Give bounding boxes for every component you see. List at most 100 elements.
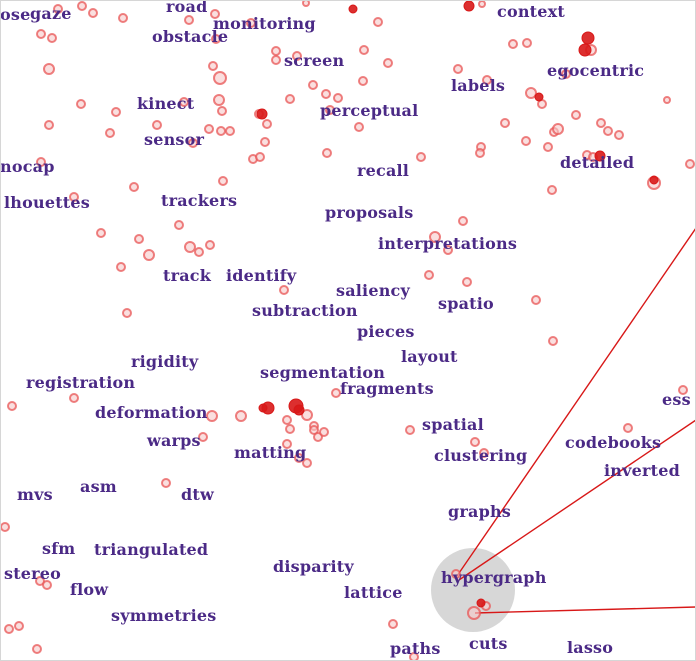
document-point[interactable] (53, 4, 63, 14)
term-label-layout[interactable]: layout (401, 347, 458, 366)
document-point[interactable] (285, 94, 295, 104)
term-label-paths[interactable]: paths (390, 639, 441, 658)
document-point[interactable] (217, 106, 227, 116)
term-label-screen[interactable]: screen (284, 51, 345, 70)
document-point[interactable] (255, 152, 265, 162)
document-point[interactable] (76, 99, 86, 109)
term-label-nocap[interactable]: nocap (0, 157, 55, 176)
highlighted-document-point[interactable] (293, 404, 305, 416)
document-point[interactable] (4, 624, 14, 634)
document-point[interactable] (179, 97, 189, 107)
document-point[interactable] (308, 80, 318, 90)
document-point[interactable] (260, 137, 270, 147)
term-label-obstacle[interactable]: obstacle (152, 27, 228, 46)
document-point[interactable] (205, 240, 215, 250)
term-label-deformation[interactable]: deformation (95, 403, 208, 422)
document-point[interactable] (470, 437, 480, 447)
document-point[interactable] (213, 71, 227, 85)
document-point[interactable] (479, 448, 489, 458)
term-label-perceptual[interactable]: perceptual (320, 101, 418, 120)
term-label-asm[interactable]: asm (80, 477, 117, 496)
document-point[interactable] (43, 63, 55, 75)
document-point[interactable] (36, 29, 46, 39)
highlighted-document-point[interactable] (578, 43, 592, 57)
term-label-subtraction[interactable]: subtraction (252, 301, 358, 320)
document-point[interactable] (174, 220, 184, 230)
document-point[interactable] (14, 621, 24, 631)
document-point[interactable] (198, 432, 208, 442)
document-point[interactable] (194, 247, 204, 257)
term-label-dtw[interactable]: dtw (181, 485, 215, 504)
document-point[interactable] (88, 8, 98, 18)
document-point[interactable] (69, 192, 79, 202)
term-label-context[interactable]: context (497, 2, 565, 21)
document-point[interactable] (161, 478, 171, 488)
document-point[interactable] (359, 45, 369, 55)
document-point[interactable] (571, 110, 581, 120)
document-point[interactable] (262, 119, 272, 129)
document-point[interactable] (122, 308, 132, 318)
document-point[interactable] (301, 409, 313, 421)
highlighted-document-point[interactable] (534, 92, 544, 102)
document-point[interactable] (282, 415, 292, 425)
term-label-monitoring[interactable]: monitoring (213, 14, 316, 33)
term-label-warps[interactable]: warps (146, 431, 201, 450)
document-point[interactable] (478, 0, 486, 8)
document-point[interactable] (443, 245, 453, 255)
document-point[interactable] (279, 285, 289, 295)
document-point[interactable] (552, 123, 564, 135)
document-point[interactable] (405, 425, 415, 435)
document-point[interactable] (129, 182, 139, 192)
document-point[interactable] (416, 152, 426, 162)
term-label-road[interactable]: road (166, 0, 207, 16)
document-point[interactable] (116, 262, 126, 272)
document-point[interactable] (548, 336, 558, 346)
term-label-lattice[interactable]: lattice (344, 583, 403, 602)
document-point[interactable] (302, 0, 310, 7)
document-point[interactable] (184, 241, 196, 253)
document-point[interactable] (211, 34, 221, 44)
term-label-symmetries[interactable]: symmetries (111, 606, 216, 625)
document-point[interactable] (96, 228, 106, 238)
document-point[interactable] (525, 87, 537, 99)
document-point[interactable] (424, 270, 434, 280)
term-label-pieces[interactable]: pieces (357, 322, 415, 341)
document-point[interactable] (42, 580, 52, 590)
document-point[interactable] (475, 148, 485, 158)
document-point[interactable] (143, 249, 155, 261)
document-point[interactable] (325, 105, 335, 115)
document-point[interactable] (358, 76, 368, 86)
document-point[interactable] (36, 157, 46, 167)
term-label-sfm[interactable]: sfm (42, 539, 75, 558)
document-point[interactable] (184, 15, 194, 25)
term-label-cuts[interactable]: cuts (469, 634, 508, 653)
term-label-egocentric[interactable]: egocentric (547, 61, 644, 80)
document-point[interactable] (596, 118, 606, 128)
highlighted-document-point[interactable] (258, 403, 268, 413)
document-point[interactable] (216, 126, 226, 136)
document-point[interactable] (561, 69, 571, 79)
document-point[interactable] (663, 96, 671, 104)
document-point[interactable] (44, 120, 54, 130)
term-label-trackers[interactable]: trackers (161, 191, 237, 210)
document-point[interactable] (429, 231, 441, 243)
term-label-inverted[interactable]: inverted (604, 461, 680, 480)
term-label-kinect[interactable]: kinect (137, 94, 195, 113)
document-point[interactable] (118, 13, 128, 23)
term-label-spatio[interactable]: spatio (438, 294, 494, 313)
document-point[interactable] (482, 75, 492, 85)
document-point[interactable] (521, 136, 531, 146)
term-label-fragments[interactable]: fragments (340, 379, 434, 398)
highlighted-document-point[interactable] (476, 598, 486, 608)
document-point[interactable] (467, 606, 481, 620)
document-point[interactable] (32, 644, 42, 654)
term-label-rigidity[interactable]: rigidity (131, 352, 199, 371)
document-point[interactable] (134, 234, 144, 244)
term-label-labels[interactable]: labels (451, 76, 505, 95)
document-point[interactable] (522, 38, 532, 48)
term-label-identify[interactable]: identify (226, 266, 297, 285)
document-point[interactable] (271, 55, 281, 65)
document-point[interactable] (373, 17, 383, 27)
term-label-ose[interactable]: ose (0, 5, 30, 24)
term-label-clustering[interactable]: clustering (434, 446, 527, 465)
